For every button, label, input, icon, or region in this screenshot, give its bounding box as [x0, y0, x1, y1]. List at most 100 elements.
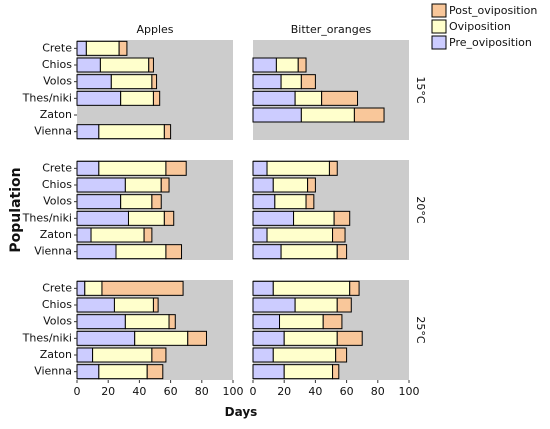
legend-swatch-2: [431, 35, 447, 50]
bar-ovi-volos: [110, 74, 153, 90]
legend-swatch-0: [431, 3, 447, 18]
x-axis-title: Days: [225, 405, 258, 419]
x-tick-label: 60: [340, 385, 354, 398]
bar-post-chios: [336, 297, 352, 313]
bar-pre-thesniki: [76, 210, 129, 226]
bar-ovi-zaton: [272, 347, 337, 363]
bar-pre-volos: [252, 74, 282, 90]
bar-post-zaton: [332, 227, 346, 243]
bar-pre-volos: [252, 194, 276, 210]
bar-ovi-chios: [275, 57, 299, 73]
population-label: Vienna: [34, 365, 72, 378]
bar-ovi-thesniki: [120, 90, 154, 106]
population-label: Crete: [42, 281, 72, 294]
bar-pre-zaton: [252, 107, 302, 123]
population-label: Zaton: [40, 228, 72, 241]
bar-pre-vienna: [76, 244, 117, 260]
bar-ovi-thesniki: [134, 330, 189, 346]
bar-post-chios: [307, 177, 316, 193]
bar-post-chios: [160, 177, 170, 193]
bar-ovi-volos: [274, 194, 307, 210]
bar-ovi-zaton: [266, 227, 334, 243]
bar-pre-chios: [76, 177, 126, 193]
bar-post-vienna: [336, 244, 348, 260]
x-tick-label: 40: [308, 385, 322, 398]
panel-background: [253, 160, 409, 260]
bar-post-vienna: [165, 244, 183, 260]
bar-post-volos: [168, 314, 176, 330]
bar-ovi-vienna: [283, 364, 334, 380]
bar-post-crete: [328, 160, 338, 176]
bar-pre-volos: [76, 314, 126, 330]
panel-3: [252, 160, 409, 260]
bar-post-thesniki: [187, 330, 207, 346]
population-label: Thes/niki: [22, 211, 72, 224]
x-tick-label: 20: [277, 385, 291, 398]
bar-post-thesniki: [163, 210, 175, 226]
bar-pre-zaton: [252, 227, 268, 243]
population-label: Zaton: [40, 348, 72, 361]
x-tick-label: 20: [101, 385, 115, 398]
bar-post-volos: [151, 74, 158, 90]
bar-post-crete: [349, 280, 360, 296]
bar-pre-crete: [76, 280, 86, 296]
host-title-1: Bitter_oranges: [291, 23, 372, 36]
temperature-label-1: 20°C: [414, 196, 427, 223]
bar-pre-chios: [76, 297, 115, 313]
bar-post-crete: [101, 280, 184, 296]
population-label: Crete: [42, 161, 72, 174]
bar-pre-thesniki: [76, 330, 136, 346]
bar-post-volos: [300, 74, 316, 90]
bar-ovi-chios: [113, 297, 154, 313]
bar-ovi-crete: [98, 160, 167, 176]
population-label: Vienna: [34, 125, 72, 138]
bar-pre-volos: [76, 74, 112, 90]
bar-post-crete: [118, 40, 128, 56]
bar-pre-thesniki: [76, 90, 122, 106]
bar-pre-thesniki: [252, 330, 285, 346]
bar-ovi-volos: [279, 314, 324, 330]
panel-0: [74, 40, 233, 140]
bar-ovi-zaton: [90, 227, 145, 243]
x-tick-label: 0: [74, 385, 81, 398]
panel-background: [77, 40, 233, 140]
bar-post-zaton: [151, 347, 167, 363]
legend-label-0: Post_oviposition: [449, 4, 537, 17]
bar-ovi-vienna: [115, 244, 167, 260]
panel-2: [74, 160, 233, 260]
x-tick-label: 80: [371, 385, 385, 398]
legend-label-1: Oviposition: [449, 20, 511, 33]
bar-pre-zaton: [252, 347, 274, 363]
bar-post-vienna: [163, 124, 172, 140]
bar-ovi-zaton: [92, 347, 153, 363]
bar-ovi-thesniki: [127, 210, 165, 226]
bar-ovi-crete: [272, 280, 351, 296]
bar-pre-vienna: [76, 364, 100, 380]
x-tick-label: 100: [399, 385, 420, 398]
bar-pre-volos: [252, 314, 281, 330]
bar-post-volos: [151, 194, 162, 210]
bar-ovi-chios: [99, 57, 150, 73]
bar-pre-chios: [252, 297, 296, 313]
bar-pre-vienna: [252, 364, 285, 380]
bar-post-zaton: [353, 107, 385, 123]
bar-post-thesniki: [321, 90, 359, 106]
bar-pre-thesniki: [252, 90, 296, 106]
bar-ovi-zaton: [300, 107, 355, 123]
population-label: Chios: [42, 298, 72, 311]
population-label: Thes/niki: [22, 91, 72, 104]
bar-post-zaton: [335, 347, 348, 363]
bar-pre-chios: [252, 177, 274, 193]
population-label: Zaton: [40, 108, 72, 121]
bar-ovi-thesniki: [294, 90, 323, 106]
bar-pre-crete: [252, 280, 274, 296]
bar-post-vienna: [146, 364, 164, 380]
panel-background: [253, 280, 409, 380]
bar-ovi-crete: [84, 280, 103, 296]
x-tick-label: 40: [132, 385, 146, 398]
bar-pre-vienna: [76, 124, 100, 140]
bar-post-chios: [152, 297, 159, 313]
bar-pre-chios: [252, 57, 277, 73]
panel-5: [252, 280, 409, 380]
